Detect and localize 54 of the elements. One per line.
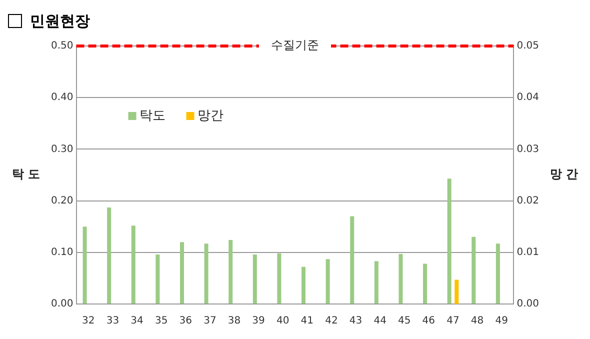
y2-tick-label: 0.00 (516, 298, 539, 310)
bar (180, 242, 184, 304)
y2-tick-label: 0.01 (516, 246, 539, 258)
ref-line-label: 수질기준 (271, 38, 319, 52)
y2-axis-title: 망 간 (550, 167, 578, 182)
x-tick-label: 45 (398, 316, 411, 327)
bar (252, 254, 257, 304)
bar (326, 259, 330, 304)
x-tick-label: 47 (446, 316, 460, 327)
bar (374, 261, 378, 304)
x-tick-label: 48 (470, 316, 484, 327)
x-tick-label: 35 (154, 316, 168, 327)
y2-tick-label: 0.02 (516, 195, 539, 206)
y-tick-label: 0.00 (51, 298, 74, 310)
x-tick-label: 42 (325, 316, 338, 327)
bar (131, 226, 136, 304)
x-tick-label: 37 (204, 316, 216, 327)
x-tick-label: 43 (349, 316, 362, 327)
bar (447, 178, 452, 304)
x-tick-label: 34 (130, 316, 144, 327)
bar (228, 240, 233, 304)
y2-tick-label: 0.05 (516, 40, 539, 52)
y-tick-label: 0.50 (51, 40, 74, 52)
bar (82, 226, 87, 304)
y-axis-title: 탁 도 (12, 167, 40, 182)
bar (472, 236, 476, 304)
legend-label: 망간 (197, 108, 224, 124)
bar (423, 264, 428, 304)
x-tick-label: 33 (106, 316, 120, 327)
bar (302, 266, 306, 304)
bar (107, 208, 112, 304)
legend-label: 탁도 (139, 108, 166, 124)
y-tick-label: 0.20 (51, 195, 74, 206)
x-tick-label: 49 (495, 316, 508, 327)
bar (398, 254, 403, 304)
chart-title: 민원현장 (30, 12, 90, 30)
y-tick-label: 0.30 (51, 144, 74, 155)
x-tick-label: 41 (300, 316, 314, 327)
x-tick-label: 44 (374, 316, 386, 327)
x-tick-label: 32 (82, 316, 95, 327)
x-tick-label: 36 (179, 316, 192, 327)
y2-tick-label: 0.04 (516, 92, 539, 104)
bar (204, 244, 208, 304)
bar (277, 253, 282, 304)
bar (350, 216, 354, 304)
x-tick-label: 46 (422, 316, 436, 327)
x-tick-label: 40 (276, 316, 290, 327)
x-tick-label: 38 (228, 316, 241, 327)
y-tick-label: 0.40 (51, 92, 74, 104)
bar (156, 254, 160, 304)
bar (496, 244, 500, 304)
y-tick-label: 0.10 (51, 246, 74, 258)
x-tick-label: 39 (252, 316, 265, 327)
y2-tick-label: 0.03 (516, 144, 539, 155)
